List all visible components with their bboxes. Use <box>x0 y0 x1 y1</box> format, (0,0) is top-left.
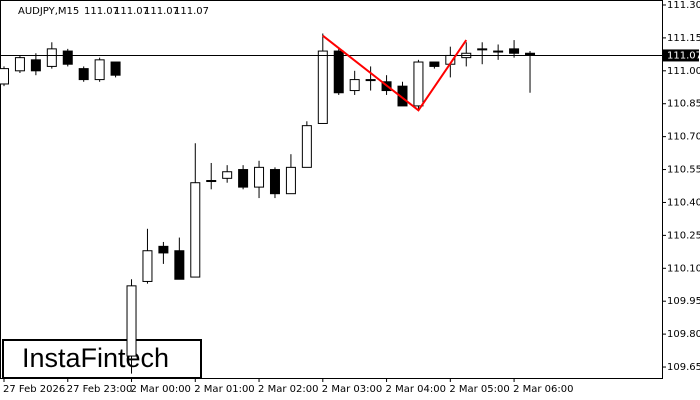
y-tick-label: 110.10 <box>667 263 700 274</box>
candle-body <box>333 50 344 94</box>
ohlc-value: 111.07 <box>84 6 119 17</box>
candle-body <box>285 166 296 195</box>
x-tick-label: 2 Mar 04:00 <box>386 384 446 395</box>
candle-body <box>493 50 504 53</box>
x-tick-label: 2 Mar 05:00 <box>449 384 509 395</box>
candle-body <box>397 85 408 107</box>
candle-body <box>110 61 121 76</box>
x-tick-label: 27 Feb 23:00 <box>67 384 133 395</box>
candle-body <box>301 125 312 168</box>
plot-frame <box>0 0 663 379</box>
y-tick-label: 111.00 <box>667 66 700 77</box>
candle-body <box>142 250 153 282</box>
y-tick-label: 109.95 <box>667 296 700 307</box>
candle-body <box>413 61 424 107</box>
ohlc-value: 111.07 <box>144 6 179 17</box>
candle-body <box>46 48 57 67</box>
candle-body <box>190 182 201 278</box>
candle-body <box>349 79 360 92</box>
candle-body <box>365 79 376 82</box>
x-tick-label: 2 Mar 03:00 <box>322 384 382 395</box>
y-tick-label: 110.55 <box>667 165 700 176</box>
ohlc-value: 111.07 <box>174 6 209 17</box>
chart-title: AUDJPY,M15 <box>18 6 79 17</box>
candle-body <box>62 50 73 65</box>
candle-body <box>238 169 249 188</box>
candle-body <box>222 171 233 179</box>
candle-body <box>94 59 105 81</box>
y-tick-label: 110.25 <box>667 230 700 241</box>
candle-body <box>317 50 328 124</box>
y-tick-label: 111.15 <box>667 33 700 44</box>
candle-body <box>30 59 41 72</box>
y-tick-label: 110.40 <box>667 197 700 208</box>
candle-body <box>14 57 25 72</box>
y-tick-label: 110.70 <box>667 132 700 143</box>
candle-body <box>126 285 137 357</box>
y-tick-label: 109.65 <box>667 362 700 373</box>
candle-body <box>429 61 440 67</box>
x-tick-label: 2 Mar 01:00 <box>194 384 254 395</box>
y-tick-label: 111.30 <box>667 0 700 11</box>
ohlc-value: 111.07 <box>114 6 149 17</box>
x-tick-label: 27 Feb 2026 <box>3 384 65 395</box>
x-tick-label: 2 Mar 06:00 <box>513 384 573 395</box>
candle-body <box>158 245 169 254</box>
pattern-line <box>322 34 468 112</box>
candle-body <box>269 169 280 195</box>
y-tick-label: 110.85 <box>667 99 700 110</box>
y-tick-label: 109.80 <box>667 329 700 340</box>
candle-body <box>509 48 520 54</box>
price-tag-label: 111.07 <box>667 50 700 61</box>
logo: InstaFintech <box>22 343 169 373</box>
price-tag <box>662 49 699 62</box>
x-tick-label: 2 Mar 00:00 <box>131 384 191 395</box>
candle-body <box>78 68 89 81</box>
logo-box <box>2 339 202 379</box>
candle-body <box>254 166 265 188</box>
x-tick-label: 2 Mar 02:00 <box>258 384 318 395</box>
candle-body <box>477 48 488 51</box>
candle-body <box>206 180 217 183</box>
candle-body <box>0 68 9 85</box>
candle-body <box>174 250 185 280</box>
